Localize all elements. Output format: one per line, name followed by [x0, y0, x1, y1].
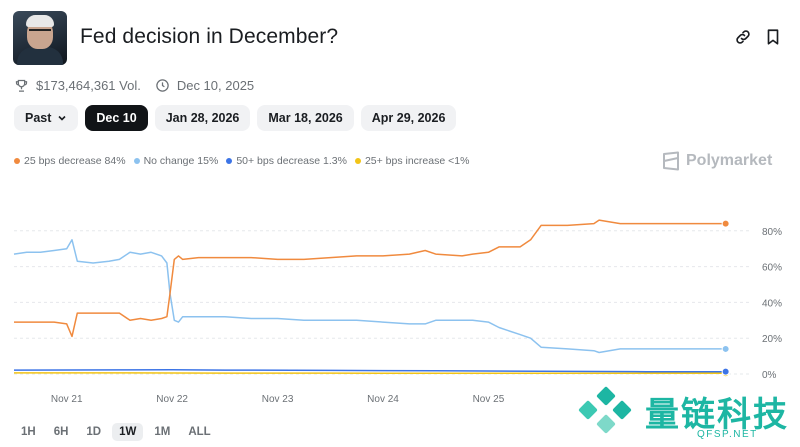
legend-dot [14, 158, 20, 164]
legend-item: No change 15% [133, 155, 219, 167]
x-axis-labels: Nov 21 Nov 22 Nov 23 Nov 24 Nov 25 [51, 394, 505, 405]
legend-item: 25+ bps increase <1% [354, 155, 470, 167]
market-image [13, 11, 67, 65]
trophy-icon [15, 79, 28, 92]
brand-text: Polymarket [686, 152, 773, 169]
y-tick-label: 80% [762, 227, 782, 238]
x-tick-label: Nov 22 [156, 394, 188, 405]
chevron-down-icon [58, 115, 66, 121]
x-tick-label: Nov 21 [51, 394, 83, 405]
series-end-point [721, 344, 730, 353]
y-tick-label: 60% [762, 263, 782, 274]
tab-mar-18-2026[interactable]: Mar 18, 2026 [257, 105, 354, 131]
watermark-text: 量链科技 [645, 395, 789, 435]
market-title: Fed decision in December? [80, 25, 339, 48]
chart-series [13, 219, 730, 378]
volume-text: $173,464,361 Vol. [36, 78, 141, 93]
y-tick-label: 0% [762, 370, 777, 381]
legend-label: 50+ bps decrease 1.3% [236, 155, 347, 167]
series-line-no-change [13, 239, 726, 354]
legend-label: No change 15% [143, 155, 219, 167]
price-chart[interactable]: 0%20%40%60%80% Nov 21 Nov 22 Nov 23 Nov 24 N… [0, 200, 800, 410]
legend-item: 50+ bps decrease 1.3% [226, 155, 347, 167]
polymarket-logo: Polymarket [662, 151, 772, 171]
series-line-50-bps-decrease [13, 368, 726, 373]
timeframe-1h[interactable]: 1H [21, 426, 36, 438]
timeframe-1d[interactable]: 1D [86, 426, 102, 438]
x-tick-label: Nov 23 [262, 394, 294, 405]
y-axis-labels: 0% 20% 40% 60% 80% [762, 227, 782, 381]
legend-label: 25 bps decrease 84% [24, 155, 126, 167]
series-end-point [721, 367, 730, 376]
timeframe-1m[interactable]: 1M [154, 426, 171, 438]
link-icon[interactable] [734, 28, 752, 46]
x-tick-label: Nov 25 [473, 394, 505, 405]
tab-dec-10[interactable]: Dec 10 [85, 105, 148, 131]
x-tick-label: Nov 24 [367, 394, 399, 405]
bookmark-icon[interactable] [764, 28, 782, 46]
clock-icon [156, 79, 169, 92]
legend-dot [133, 158, 140, 164]
timeframe-6h[interactable]: 6H [53, 426, 69, 438]
end-date-text: Dec 10, 2025 [176, 78, 255, 93]
timeframe-selector: 1H 6H 1D 1W 1M ALL [14, 423, 218, 441]
series-end-point [721, 219, 730, 228]
legend-dot [226, 158, 233, 164]
chart-legend: 25 bps decrease 84% No change 15% 50+ bp… [14, 155, 469, 167]
chart-grid [14, 230, 752, 375]
legend-label: 25+ bps increase <1% [364, 155, 470, 167]
timeframe-all[interactable]: ALL [188, 426, 211, 438]
timeframe-1w[interactable]: 1W [112, 423, 144, 441]
series-line-25-bps-decrease [14, 219, 726, 338]
watermark: 量链科技 QFSP.NET [577, 383, 799, 445]
market-meta: $173,464,361 Vol. Dec 10, 2025 [14, 78, 254, 93]
date-tabs: Past Dec 10 Jan 28, 2026 Mar 18, 2026 Ap… [14, 105, 457, 131]
past-label: Past [25, 111, 52, 125]
y-tick-label: 40% [762, 298, 782, 309]
legend-dot [354, 158, 361, 164]
watermark-url: QFSP.NET [697, 429, 758, 440]
tab-apr-29-2026[interactable]: Apr 29, 2026 [360, 105, 457, 131]
tab-jan-28-2026[interactable]: Jan 28, 2026 [154, 105, 251, 131]
y-tick-label: 20% [762, 334, 782, 345]
polymarket-icon [663, 151, 679, 171]
watermark-logo-icon [578, 386, 632, 434]
past-dropdown[interactable]: Past [14, 105, 79, 131]
legend-item: 25 bps decrease 84% [14, 155, 126, 167]
